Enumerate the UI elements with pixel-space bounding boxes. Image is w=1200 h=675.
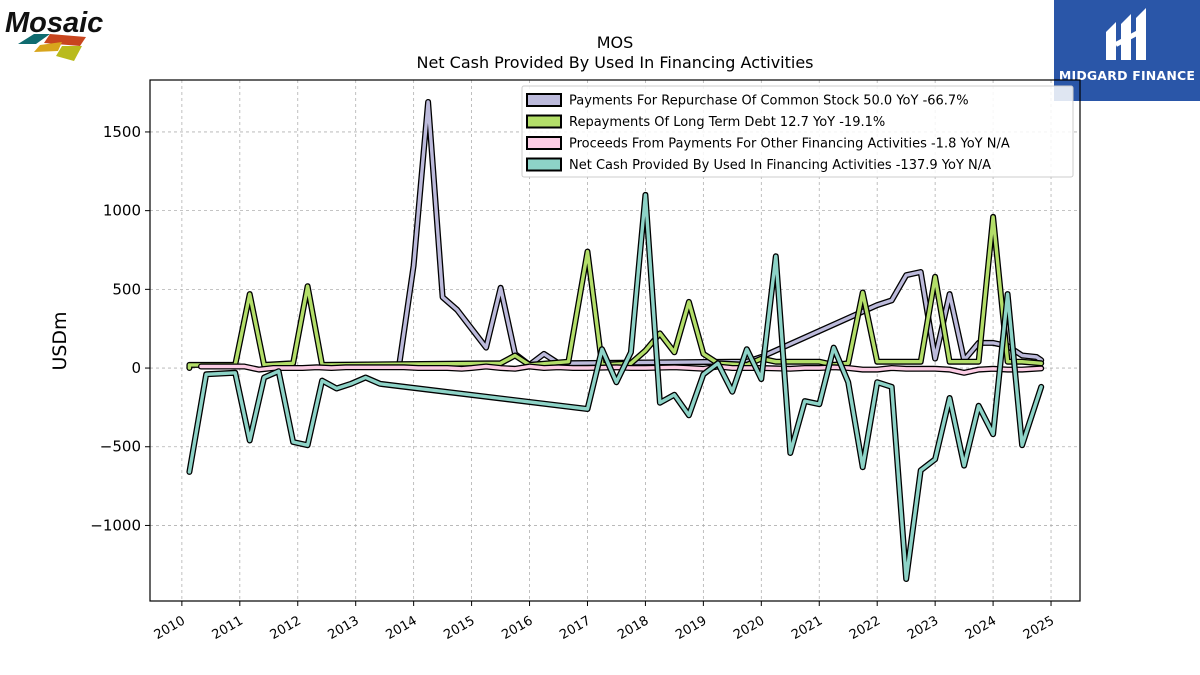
mosaic-logo-text: Mosaic: [5, 7, 103, 39]
legend-swatch: [526, 157, 562, 172]
legend-label: Repayments Of Long Term Debt 12.7 YoY -1…: [569, 115, 885, 130]
x-tick-label: 2025: [1021, 613, 1057, 643]
x-tick-label: 2015: [441, 613, 477, 643]
x-tick-label: 2013: [326, 613, 362, 643]
legend-label: Payments For Repurchase Of Common Stock …: [569, 94, 969, 109]
y-tick-label: −500: [100, 438, 141, 456]
series-line-2: [199, 364, 1043, 375]
x-tick-label: 2021: [789, 613, 825, 643]
x-tick-label: 2022: [847, 613, 883, 643]
x-tick-label: 2017: [557, 613, 593, 643]
x-tick-label: 2023: [905, 613, 941, 643]
x-tick-label: 2010: [152, 613, 188, 643]
x-tick-label: 2020: [731, 613, 767, 643]
y-tick-label: 0: [131, 359, 141, 377]
legend-swatch: [526, 114, 562, 129]
x-tick-label: 2019: [673, 613, 709, 643]
x-axis-ticks: 2010 2011 2012 2013 2014 2015 2016 2017 2018 2019…: [152, 601, 1057, 643]
x-tick-label: 2016: [499, 613, 535, 643]
chart-subtitle: Net Cash Provided By Used In Financing A…: [416, 53, 813, 72]
mosaic-logo: Mosaic: [4, 4, 129, 62]
x-tick-label: 2012: [268, 613, 304, 643]
x-tick-label: 2024: [963, 613, 999, 643]
series-line-1: [187, 215, 1043, 370]
y-tick-label: −1000: [90, 516, 141, 534]
legend: Payments For Repurchase Of Common Stock …: [521, 85, 1074, 178]
series-lines: [186, 99, 1045, 582]
legend-swatch: [526, 136, 562, 150]
x-tick-label: 2014: [383, 613, 419, 643]
midgard-emblem-icon: [1106, 8, 1146, 60]
y-tick-label: 500: [112, 280, 141, 298]
plot-frame: [149, 79, 1081, 602]
x-tick-label: 2011: [210, 613, 246, 643]
y-tick-label: 1500: [103, 123, 141, 141]
y-tick-label: 1000: [103, 202, 141, 220]
y-axis-label: USDm: [49, 311, 71, 370]
legend-box: [521, 85, 1074, 178]
series-line-3: [187, 193, 1043, 581]
legend-label: Net Cash Provided By Used In Financing A…: [569, 158, 991, 173]
legend-label: Proceeds From Payments For Other Financi…: [569, 137, 1010, 152]
midgard-finance-text: MIDGARD FINANCE: [1058, 68, 1196, 83]
x-tick-label: 2018: [615, 613, 651, 643]
legend-swatch: [526, 93, 562, 107]
chart-title: MOS: [597, 33, 634, 52]
y-axis-ticks: −1000 −500 0 500 1000 1500: [90, 123, 150, 534]
midgard-finance-logo: MIDGARD FINANCE: [1054, 0, 1200, 101]
